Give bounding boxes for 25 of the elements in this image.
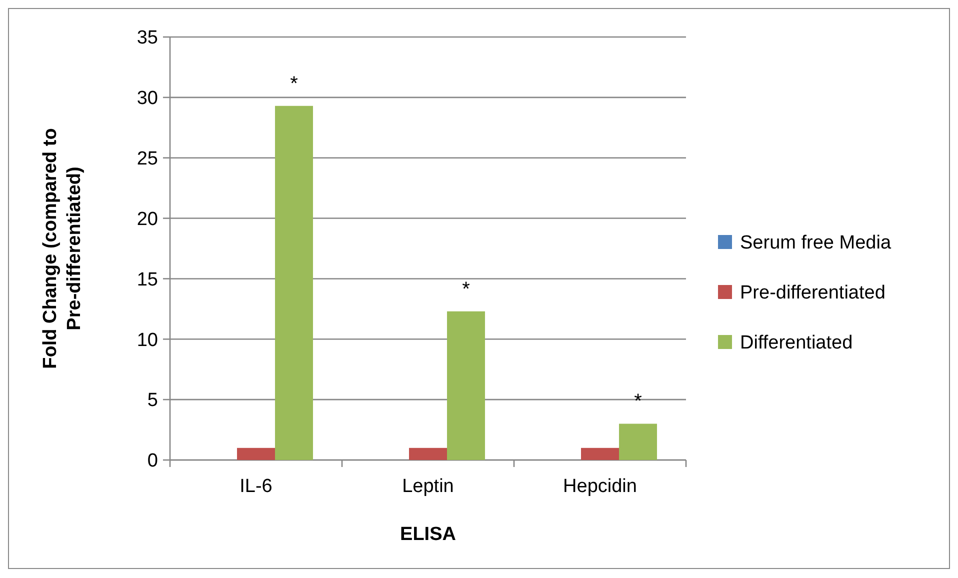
y-tick-label: 35 (136, 28, 158, 49)
y-tick-label: 20 (136, 208, 158, 230)
bar (581, 448, 619, 460)
y-tick-label: 30 (136, 88, 158, 110)
y-tick-label: 15 (136, 269, 158, 290)
bar (275, 106, 313, 460)
x-tick-label: IL-6 (240, 476, 272, 497)
bar (237, 448, 275, 460)
annotation: * (290, 72, 298, 95)
y-axis-title: Fold Change (compared to Pre-differentiated) (40, 128, 85, 369)
y-tick-label: 5 (147, 390, 158, 412)
legend-label: Pre-differentiated (740, 282, 886, 304)
legend-label: Differentiated (740, 332, 853, 354)
bar (409, 448, 447, 460)
bar (447, 311, 485, 460)
annotation: * (634, 390, 642, 413)
legend-label: Serum free Media (740, 232, 892, 254)
x-tick-label: Leptin (402, 476, 454, 497)
bar (619, 424, 657, 460)
x-axis-title: ELISA (400, 524, 456, 545)
y-tick-label: 10 (136, 330, 158, 351)
y-tick-label: 0 (147, 450, 158, 472)
annotation: * (462, 278, 470, 300)
y-tick-label: 25 (136, 148, 158, 170)
x-tick-label: Hepcidin (563, 476, 637, 497)
